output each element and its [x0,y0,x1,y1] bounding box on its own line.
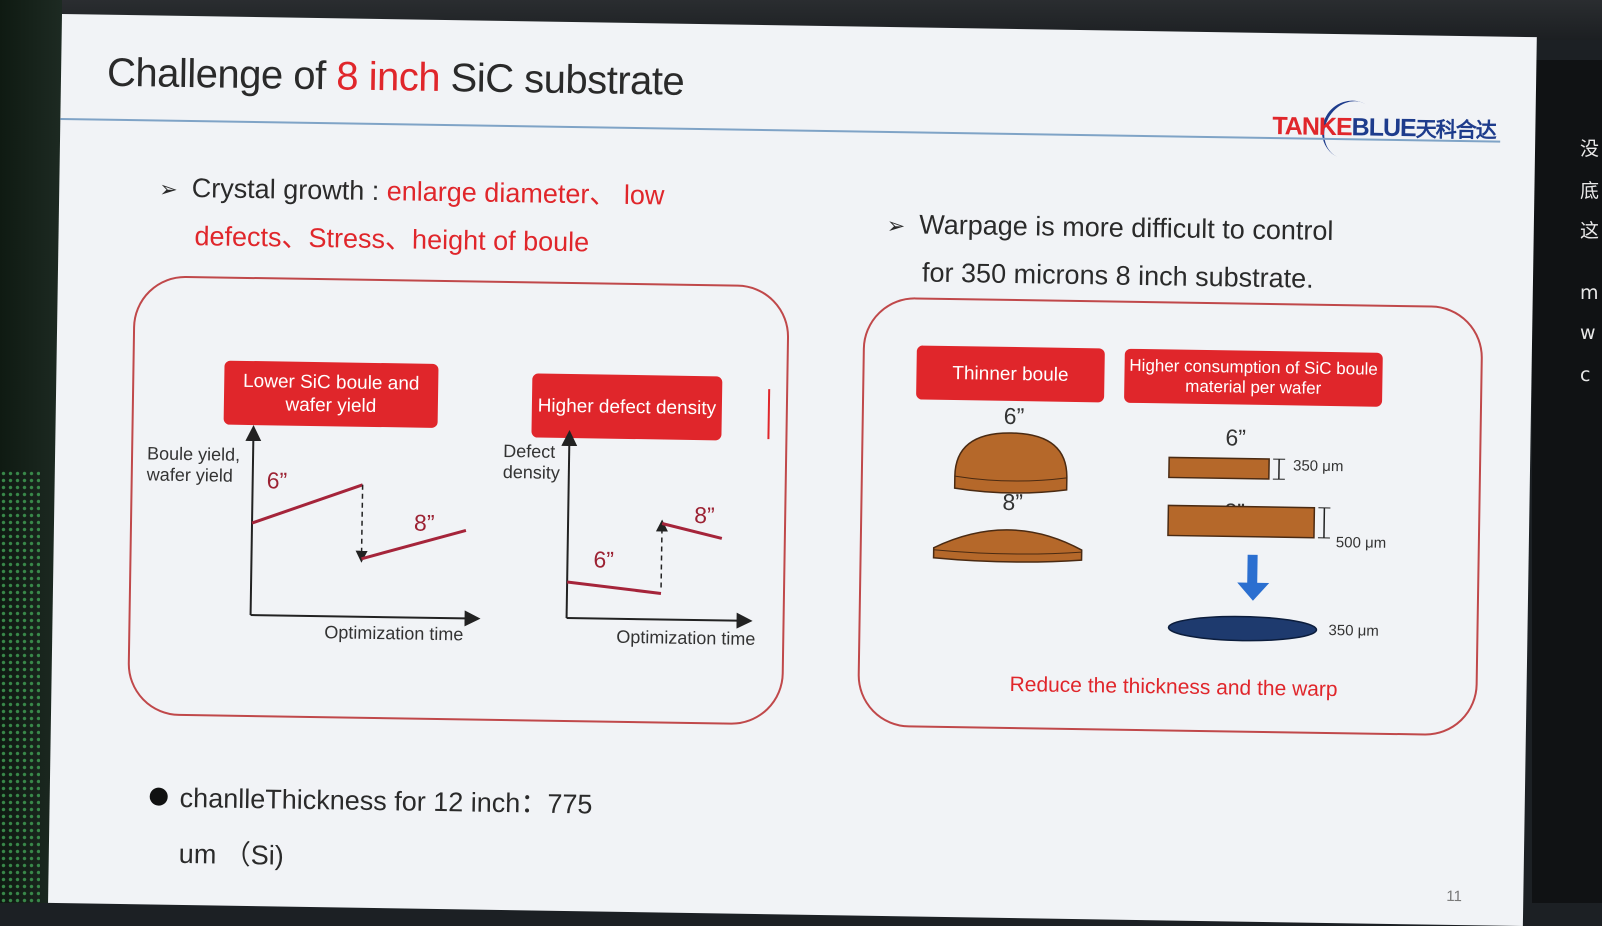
boule-8inch-shape [934,529,1082,563]
defect-6inch-line [567,582,661,593]
thinner-boule-tag: Thinner boule [916,345,1105,402]
thickness-8-label: 500 μm [1336,534,1387,552]
arrow-bullet-icon: ➢ [887,213,906,238]
right-glyph: 底 [1580,176,1599,203]
wafer-8inch-shape [1168,505,1314,537]
crystal-growth-bullet-line2: defects、Stress、height of boule [194,214,589,259]
warpage-bullet-line2: for 350 microns 8 inch substrate. [922,258,1314,295]
defect-tag: Higher defect density [531,373,722,440]
title-highlight: 8 inch [336,54,440,100]
title-text: Challenge of [107,51,337,99]
bullet-red-text: enlarge diameter、 low [387,176,665,210]
wafer-6inch-label: 6” [1225,424,1246,451]
right-glyph: 没 [1580,134,1599,161]
thickness-target-label: 350 μm [1328,622,1379,640]
reduce-note: Reduce the thickness and the warp [1009,673,1337,702]
yield-drop-arrow [362,485,363,557]
defect-x-axis [567,618,745,621]
bullet-label: Crystal growth : [191,173,387,206]
wafer-6inch-shape [1169,457,1269,479]
consumption-tag: Higher consumption of SiC boule material… [1124,349,1383,407]
title-text-end: SiC substrate [440,56,685,104]
defect-y-axis [567,438,570,618]
yield-8inch-line [361,529,465,561]
yield-tag: Lower SiC boule and wafer yield [224,361,439,428]
crystal-growth-bullet: ➢ Crystal growth : enlarge diameter、 low [159,166,665,213]
right-glyph: 这 [1580,216,1599,243]
footer-bullet-line1: chanlleThickness for 12 inch：775 [179,776,592,821]
target-wafer-shape [1168,615,1316,641]
yield-chart [242,427,505,631]
warpage-bullet: ➢ Warpage is more difficult to control [887,209,1334,247]
target-wafer [1168,611,1329,648]
boule-illustrations [929,424,1131,577]
led-dot-pattern [0,470,40,903]
defect-chart [558,432,761,635]
defect-rise-arrow [661,525,662,587]
thickness-6-label: 350 μm [1293,457,1344,475]
presentation-slide: Challenge of 8 inch SiC substrate TANKEB… [48,14,1537,926]
right-glyph: w [1580,322,1596,344]
right-glyph: m [1580,282,1599,304]
right-glyph: c [1580,364,1590,386]
boule-6inch-shape [955,432,1068,494]
defect-8inch-line [662,523,722,538]
arrow-bullet-icon: ➢ [159,177,178,202]
yield-x-axis [251,615,473,618]
defect-axis-label-2: density [503,462,560,484]
bullet-dot-icon [150,787,168,805]
warpage-text: Warpage is more difficult to control [919,209,1334,246]
yield-axis-label-2: wafer yield [147,464,233,486]
yield-axis-label: Boule yield, [147,443,240,465]
footer-bullet-line2: um （Si) [179,832,285,873]
down-arrow-icon [1233,554,1274,605]
yield-6inch-line [252,483,363,525]
slide-title: Challenge of 8 inch SiC substrate [107,51,685,105]
defect-axis-label: Defect [503,441,555,463]
